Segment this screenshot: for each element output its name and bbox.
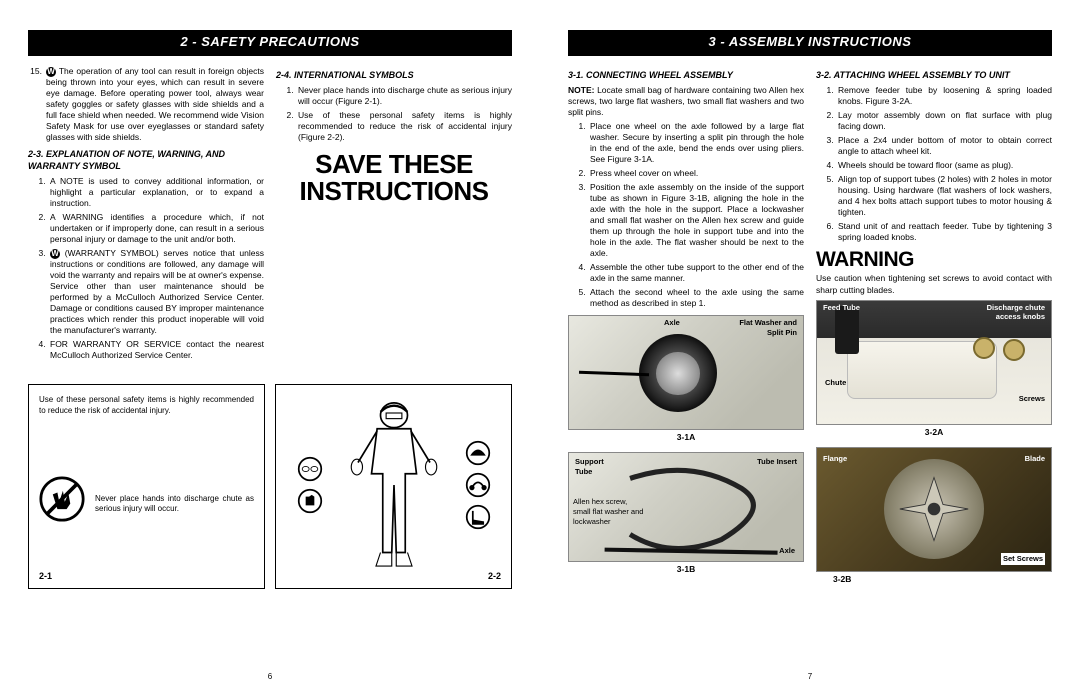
save-line-2: INSTRUCTIONS <box>276 178 512 205</box>
sec23-item-4: FOR WARRANTY OR SERVICE contact the near… <box>48 339 264 361</box>
callout-blade: Blade <box>1025 454 1045 464</box>
knob-1 <box>1003 339 1025 361</box>
fig22-label: 2-2 <box>488 571 501 583</box>
s31-1: Place one wheel on the axle followed by … <box>588 121 804 165</box>
figure-3-1a: Axle Flat Washer and Split Pin 3-1A <box>568 315 804 430</box>
axle-line <box>579 371 649 376</box>
sec-2-4-title: 2-4. INTERNATIONAL SYMBOLS <box>276 70 512 82</box>
sec31-note-text: Locate small bag of hardware containing … <box>568 85 804 117</box>
sec-2-3-title: 2-3. EXPLANATION OF NOTE, WARNING, AND W… <box>28 149 264 172</box>
left-col-2: 2-4. INTERNATIONAL SYMBOLS Never place h… <box>276 66 512 364</box>
left-columns: 15. W The operation of any tool can resu… <box>28 66 512 364</box>
page-left: 2 - SAFETY PRECAUTIONS 15. W The operati… <box>0 0 540 698</box>
header-safety: 2 - SAFETY PRECAUTIONS <box>28 30 512 56</box>
icon-col-right <box>465 440 491 530</box>
item-15-text: W The operation of any tool can result i… <box>46 66 264 143</box>
callout-feed: Feed Tube <box>823 303 860 313</box>
page-number-7: 7 <box>808 672 812 682</box>
s31-4: Assemble the other tube support to the o… <box>588 262 804 284</box>
blade-graphic <box>889 464 979 554</box>
fig22-wrap <box>286 395 501 575</box>
fig31b-label: 3-1B <box>677 564 695 575</box>
fig21-text2: Never place hands into discharge chute a… <box>95 494 254 515</box>
tube-graphic <box>569 453 803 565</box>
sec23-item-2: A WARNING identifies a procedure which, … <box>48 212 264 245</box>
knob-2 <box>973 337 995 359</box>
sec23-item-1: A NOTE is used to convey additional info… <box>48 176 264 209</box>
callout-axle: Axle <box>664 318 680 328</box>
page-right: 3 - ASSEMBLY INSTRUCTIONS 3-1. CONNECTIN… <box>540 0 1080 698</box>
fig21-text1: Use of these personal safety items is hi… <box>39 395 254 416</box>
figure-row: Use of these personal safety items is hi… <box>28 374 512 589</box>
goggles-icon <box>297 456 323 482</box>
s32-5: Align top of support tubes (2 holes) wit… <box>836 174 1052 218</box>
sec24-item-2: Use of these personal safety items is hi… <box>296 110 512 143</box>
sec-3-2-list: Remove feeder tube by loosening & spring… <box>816 85 1052 244</box>
figure-3-2a: Feed Tube Chute Discharge chute access k… <box>816 300 1052 425</box>
boots-icon <box>465 504 491 530</box>
s32-1: Remove feeder tube by loosening & spring… <box>836 85 1052 107</box>
right-col-1: 3-1. CONNECTING WHEEL ASSEMBLY NOTE: Loc… <box>568 66 804 572</box>
right-columns: 3-1. CONNECTING WHEEL ASSEMBLY NOTE: Loc… <box>568 66 1052 572</box>
fig32b-label: 3-2B <box>833 574 851 585</box>
figure-2-2: 2-2 <box>275 384 512 589</box>
sec-3-2-title: 3-2. ATTACHING WHEEL ASSEMBLY TO UNIT <box>816 70 1052 82</box>
callout-screws: Screws <box>1019 394 1045 404</box>
callout-chute: Chute <box>825 378 846 388</box>
person-icon <box>329 395 459 575</box>
figure-3-1b: Support Tube Tube Insert Allen hex screw… <box>568 452 804 562</box>
sec-3-1-title: 3-1. CONNECTING WHEEL ASSEMBLY <box>568 70 804 82</box>
feed-tube-graphic <box>835 306 859 354</box>
fig21-label: 2-1 <box>39 571 52 583</box>
header-assembly: 3 - ASSEMBLY INSTRUCTIONS <box>568 30 1052 56</box>
callout-discharge: Discharge chute access knobs <box>965 303 1045 323</box>
sec-2-4-list: Never place hands into discharge chute a… <box>276 85 512 143</box>
left-col-1: 15. W The operation of any tool can resu… <box>28 66 264 364</box>
sec24-item-1: Never place hands into discharge chute a… <box>296 85 512 107</box>
callout-flange: Flange <box>823 454 847 464</box>
fig32a-label: 3-2A <box>925 427 943 438</box>
warranty-icon: W <box>46 67 56 77</box>
sec-2-3-list: A NOTE is used to convey additional info… <box>28 176 264 362</box>
s31-3: Position the axle assembly on the inside… <box>588 182 804 259</box>
warning-text: Use caution when tightening set screws t… <box>816 273 1052 295</box>
no-hands-icon <box>39 476 85 522</box>
hardhat-icon <box>465 440 491 466</box>
gloves-icon <box>297 488 323 514</box>
warranty-icon: W <box>50 249 60 259</box>
callout-setscrews: Set Screws <box>1001 553 1045 565</box>
sec23-item-3: W (WARRANTY SYMBOL) serves notice that u… <box>48 248 264 336</box>
figure-3-2b: Flange Blade Set Screws 3-2B <box>816 447 1052 572</box>
s32-2: Lay motor assembly down on flat surface … <box>836 110 1052 132</box>
s32-4: Wheels should be toward floor (same as p… <box>836 160 1052 171</box>
sec-3-1-list: Place one wheel on the axle followed by … <box>568 121 804 310</box>
item-15: 15. W The operation of any tool can resu… <box>28 66 264 143</box>
s32-6: Stand unit of and reattach feeder. Tube … <box>836 221 1052 243</box>
sec31-note: NOTE: Locate small bag of hardware conta… <box>568 85 804 118</box>
s32-3: Place a 2x4 under bottom of motor to obt… <box>836 135 1052 157</box>
s31-5: Attach the second wheel to the axle usin… <box>588 287 804 309</box>
page-number-6: 6 <box>268 672 272 682</box>
s31-2: Press wheel cover on wheel. <box>588 168 804 179</box>
fig31a-label: 3-1A <box>677 432 695 443</box>
icon-col-left <box>297 456 323 514</box>
earmuffs-icon <box>465 472 491 498</box>
callout-washer: Flat Washer and Split Pin <box>737 318 797 338</box>
save-line-1: SAVE THESE <box>276 151 512 178</box>
sec23-item-3-text: (WARRANTY SYMBOL) serves notice that unl… <box>50 248 264 335</box>
item-15-num: 15. <box>28 66 42 143</box>
warning-heading: WARNING <box>816 246 1052 273</box>
save-instructions: SAVE THESE INSTRUCTIONS <box>276 151 512 206</box>
item-15-body: The operation of any tool can result in … <box>46 66 264 142</box>
figure-2-1: Use of these personal safety items is hi… <box>28 384 265 589</box>
wheel-graphic <box>639 334 717 412</box>
fig21-graphic: Never place hands into discharge chute a… <box>39 476 254 522</box>
right-col-2: 3-2. ATTACHING WHEEL ASSEMBLY TO UNIT Re… <box>816 66 1052 572</box>
